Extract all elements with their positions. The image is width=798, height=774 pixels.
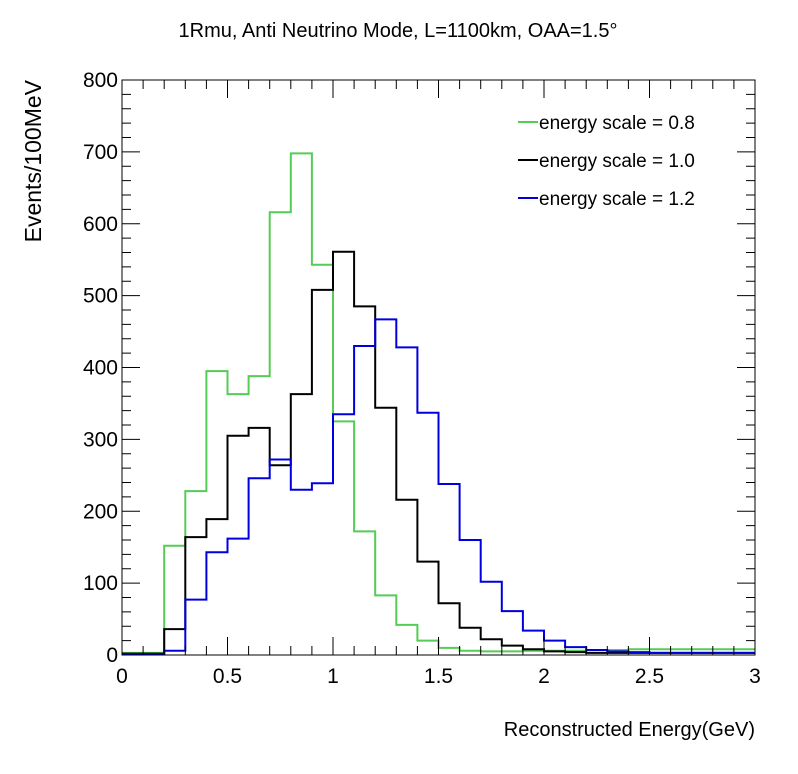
y-tick-label: 600 — [83, 213, 118, 236]
plot-frame — [121, 79, 756, 656]
x-tick-label: 3 — [749, 665, 761, 688]
y-tick-label: 400 — [83, 357, 118, 380]
x-tick-label: 1 — [327, 665, 339, 688]
y-tick-label: 800 — [83, 69, 118, 92]
y-tick-label: 200 — [83, 500, 118, 523]
y-tick-label: 0 — [106, 644, 118, 667]
x-tick-label: 2 — [538, 665, 550, 688]
series-layer — [122, 152, 755, 656]
legend: energy scale = 0.8 energy scale = 1.0 ener… — [518, 113, 695, 210]
legend-label-0: energy scale = 0.8 — [539, 113, 695, 134]
x-axis-label: Reconstructed Energy(GeV) — [504, 719, 755, 741]
x-tick-label: 1.5 — [424, 665, 453, 688]
x-tick-label: 0.5 — [213, 665, 242, 688]
y-tick-label: 100 — [83, 572, 118, 595]
chart-title: 1Rmu, Anti Neutrino Mode, L=1100km, OAA=… — [179, 20, 618, 42]
y-tick-label: 300 — [83, 428, 118, 451]
ticks-layer — [121, 79, 756, 656]
x-tick-label: 2.5 — [635, 665, 664, 688]
x-tick-label: 0 — [116, 665, 128, 688]
legend-label-1: energy scale = 1.0 — [539, 151, 695, 172]
y-axis-label: Events/100MeV — [20, 79, 46, 242]
tick-labels-layer: 0 0.5 1 1.5 2 2.5 3 0 100 200 300 400 500 600 700 800 — [83, 69, 761, 688]
legend-label-2: energy scale = 1.2 — [539, 189, 695, 210]
y-tick-label: 700 — [83, 141, 118, 164]
y-tick-label: 500 — [83, 285, 118, 308]
